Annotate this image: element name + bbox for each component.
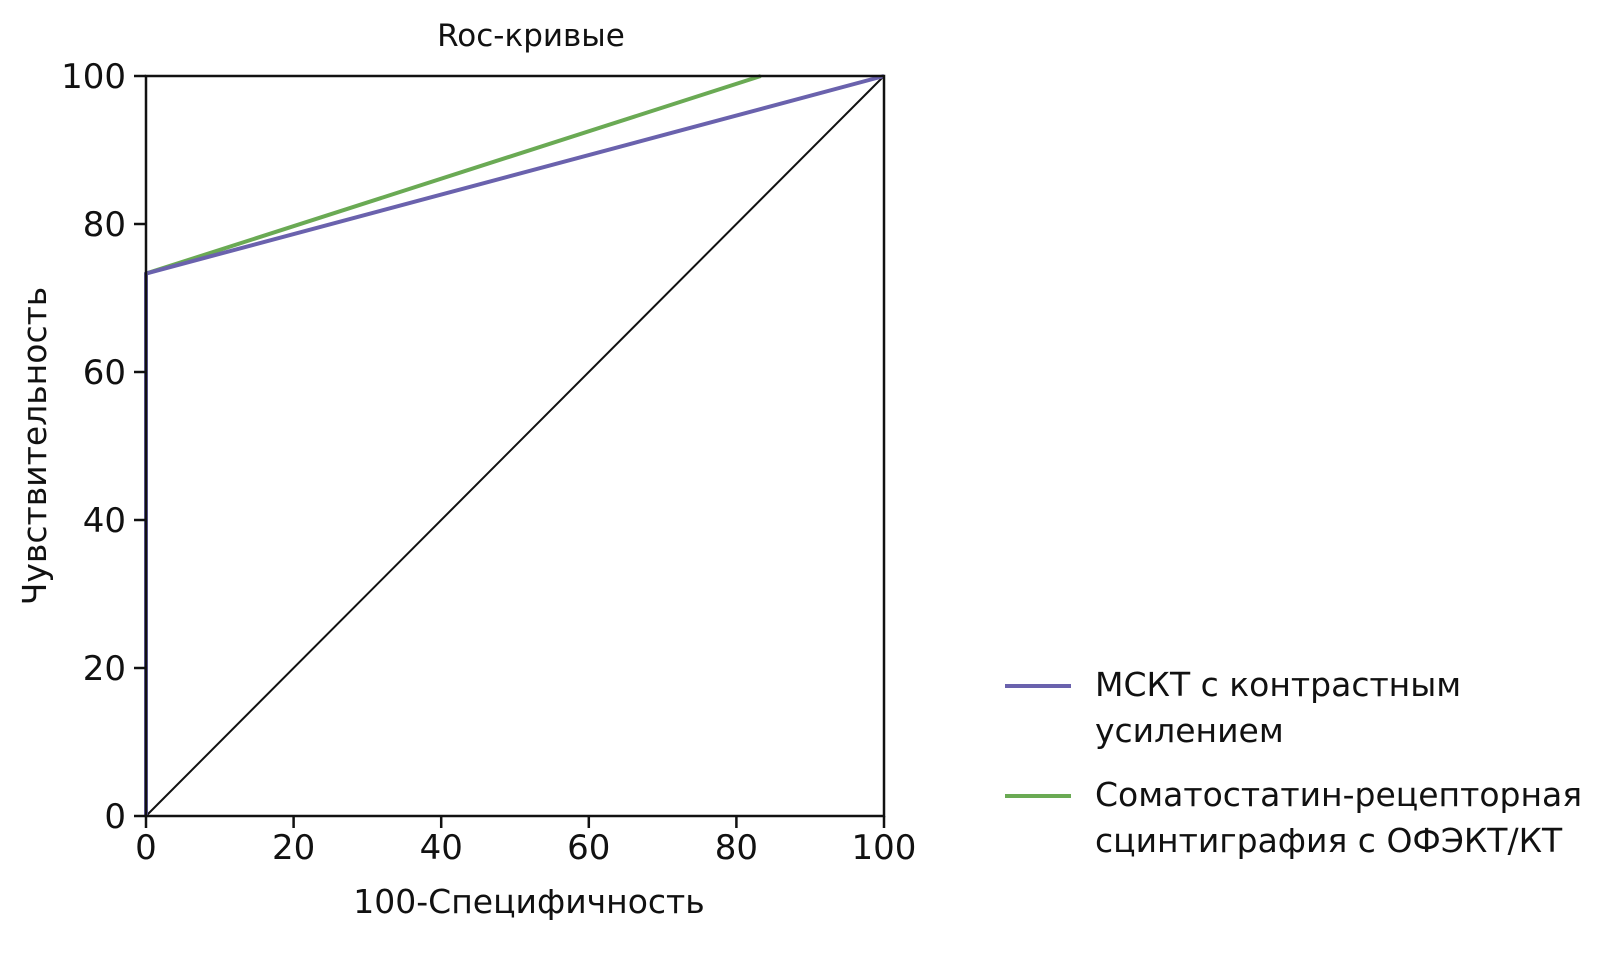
x-tick-label: 60 (567, 828, 610, 868)
y-tick-label: 40 (83, 501, 126, 541)
legend-label-spect: Соматостатин-рецепторная сцинтиграфия с … (1095, 775, 1583, 860)
x-axis-label: 100-Специфичность (353, 882, 704, 921)
y-tick-label: 0 (104, 797, 126, 837)
x-tick-label: 0 (135, 828, 157, 868)
y-tick-label: 100 (61, 57, 126, 97)
y-axis-label: Чувствительность (15, 287, 54, 606)
x-axis: 0 20 40 60 80 100 (135, 816, 916, 868)
plot-area (144, 74, 885, 817)
y-tick-label: 60 (83, 353, 126, 393)
y-axis: 0 20 40 60 80 100 (61, 57, 146, 837)
x-tick-label: 100 (852, 828, 917, 868)
legend-swatch-spect (1005, 794, 1071, 798)
plot-frame (144, 74, 886, 818)
legend-item-mskt: МСКТ с контрастным усилением (1005, 662, 1595, 754)
reference-diagonal-line (145, 75, 885, 817)
x-tick-label: 80 (715, 828, 758, 868)
chart-title: Roc-кривые (437, 18, 625, 54)
x-tick-label: 20 (272, 828, 315, 868)
y-tick-label: 80 (83, 205, 126, 245)
x-tick-label: 40 (420, 828, 463, 868)
series-line-1 (144, 74, 762, 816)
legend-label-mskt: МСКТ с контрастным усилением (1095, 665, 1462, 750)
y-tick-label: 20 (83, 649, 126, 689)
legend: МСКТ с контрастным усилением Соматостати… (1005, 662, 1595, 882)
legend-item-spect: Соматостатин-рецепторная сцинтиграфия с … (1005, 772, 1595, 864)
legend-swatch-mskt (1005, 684, 1071, 688)
